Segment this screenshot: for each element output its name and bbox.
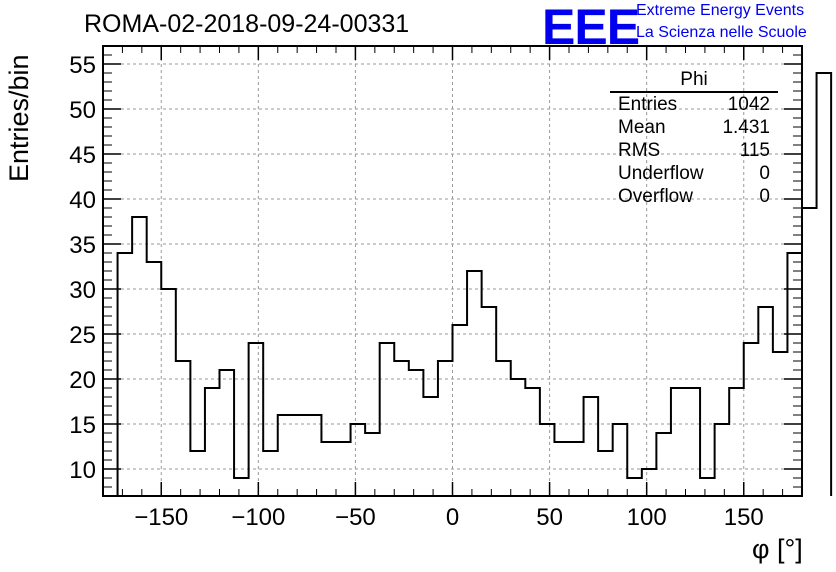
stats-row: Overflow 0 <box>610 185 778 208</box>
stats-value: 0 <box>759 163 770 184</box>
x-tick-label: −100 <box>231 504 285 531</box>
stats-title: Phi <box>610 70 778 93</box>
stats-label: Mean <box>618 117 666 138</box>
stats-value: 115 <box>739 140 770 161</box>
eee-logo: EEE <box>542 0 640 55</box>
stats-row: Mean 1.431 <box>610 116 778 139</box>
y-tick-label: 50 <box>69 97 96 124</box>
x-tick-label: 150 <box>724 504 764 531</box>
x-tick-label: −50 <box>335 504 376 531</box>
stats-label: Underflow <box>618 163 704 184</box>
logo-subtitle-1: Extreme Energy Events <box>636 2 805 19</box>
stats-value: 1.431 <box>722 117 770 138</box>
stats-label: RMS <box>618 140 661 161</box>
y-tick-label: 30 <box>69 277 96 304</box>
stats-value: 0 <box>759 186 770 207</box>
y-tick-label: 35 <box>69 232 96 259</box>
logo-subtitle-2: La Scienza nelle Scuole <box>636 24 807 41</box>
grid-lines <box>103 46 802 496</box>
stats-row: Entries 1042 <box>610 93 778 116</box>
y-tick-label: 25 <box>69 322 96 349</box>
stats-row: Underflow 0 <box>610 162 778 185</box>
x-tick-label: 100 <box>627 504 667 531</box>
stats-box: Phi Entries 1042 Mean 1.431 RMS 115 Underfl… <box>610 70 778 208</box>
x-tick-label: 0 <box>446 504 459 531</box>
y-tick-label: 55 <box>69 52 96 79</box>
y-tick-label: 40 <box>69 187 96 214</box>
y-tick-label: 45 <box>69 142 96 169</box>
stats-value: 1042 <box>727 94 770 115</box>
stats-label: Overflow <box>618 186 693 207</box>
x-tick-label: −150 <box>134 504 188 531</box>
chart-title: ROMA-02-2018-09-24-00331 <box>84 10 410 38</box>
y-tick-label: 10 <box>69 457 96 484</box>
y-tick-label: 20 <box>69 367 96 394</box>
x-axis-label: φ [°] <box>752 534 803 564</box>
y-tick-label: 15 <box>69 412 96 439</box>
x-tick-label: 50 <box>536 504 563 531</box>
stats-row: RMS 115 <box>610 139 778 162</box>
histogram-step-line <box>116 72 833 496</box>
y-axis-label: Entries/bin <box>4 54 34 182</box>
stats-label: Entries <box>618 94 678 115</box>
axis-ticks: −150 −100 −50 0 50 100 150 10 15 20 25 30 35 40 45 50 55 <box>69 45 803 531</box>
